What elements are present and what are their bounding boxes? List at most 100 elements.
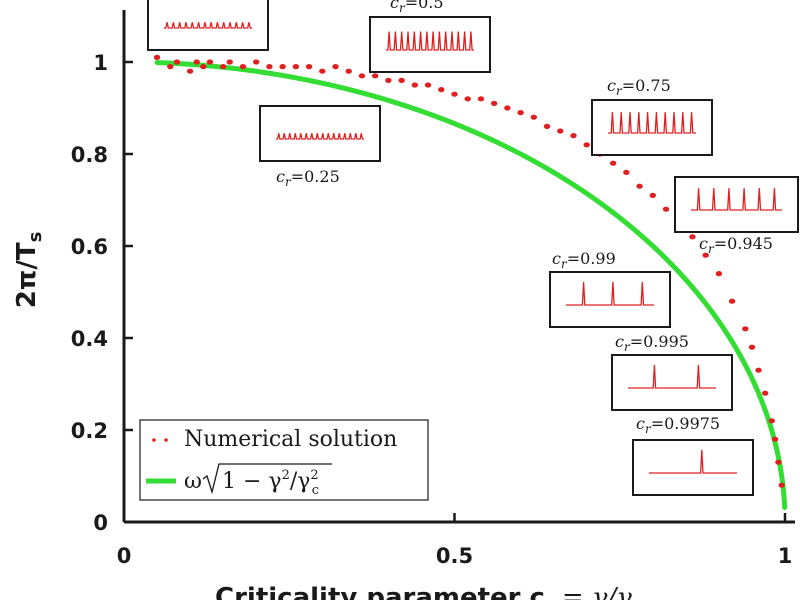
numerical-point: [636, 183, 643, 189]
numerical-point: [464, 96, 471, 102]
numerical-point: [200, 64, 207, 70]
numerical-point: [583, 142, 590, 148]
numerical-point: [775, 459, 782, 465]
inset-label: cr=0.995: [615, 332, 689, 354]
inset-plot: cr=0.75: [591, 76, 713, 156]
y-tick-label: 0: [93, 511, 108, 535]
inset-plot: [147, 0, 269, 51]
numerical-point: [167, 64, 174, 70]
numerical-point: [411, 82, 419, 88]
analytic-curve: [154, 60, 788, 510]
inset-plot: cr=0.99: [549, 249, 671, 328]
inset-frame: [259, 105, 381, 162]
axis-ticks: 0 0.2 0.4 0.6 0.8 1 0 0.5 1: [71, 51, 793, 568]
legend: Numerical solution ω 1 − γ2/γ2 c: [139, 419, 429, 501]
x-tick-label: 1: [778, 544, 793, 568]
numerical-point: [530, 114, 538, 120]
x-axis-label: Criticality parameter cr= γ/γc: [215, 583, 641, 600]
legend-label-analytic-radicand: 1 − γ2/γ2 c: [222, 468, 319, 498]
numerical-point: [219, 64, 227, 70]
x-tick-label: 0: [117, 544, 132, 568]
numerical-point: [253, 59, 260, 65]
numerical-point: [239, 64, 247, 70]
inset-trace: [628, 364, 716, 389]
numerical-point: [609, 160, 617, 166]
inset-frame: [611, 354, 733, 411]
numerical-point: [438, 87, 445, 93]
inset-trace: [608, 112, 696, 134]
inset-label: cr=0.5: [390, 0, 444, 15]
y-tick-label: 0.2: [71, 419, 108, 443]
y-tick-label: 0.8: [71, 143, 108, 167]
numerical-point: [504, 105, 511, 111]
numerical-point: [385, 77, 392, 83]
legend-label-analytic: ω: [184, 469, 202, 494]
inset-label: cr=0.25: [276, 167, 340, 189]
numerical-point: [193, 59, 200, 65]
numerical-point: [173, 59, 181, 65]
numerical-point: [424, 82, 432, 88]
numerical-point: [186, 68, 194, 74]
numerical-points-layer: [153, 54, 785, 488]
numerical-point: [451, 91, 458, 97]
inset-frame: [591, 99, 713, 156]
numerical-point: [319, 68, 326, 74]
numerical-point: [768, 418, 775, 424]
inset-frame: [674, 176, 799, 233]
inset-trace: [691, 188, 782, 211]
numerical-point: [623, 169, 630, 175]
legend-marker-numerical: [152, 438, 156, 442]
x-tick-label: 0.5: [436, 544, 473, 568]
numerical-point: [715, 271, 723, 277]
inset-label: cr=0.9975: [636, 414, 720, 436]
legend-box: [139, 419, 429, 501]
y-tick-label: 1: [93, 51, 108, 75]
inset-plot: cr=0.945: [674, 176, 799, 256]
numerical-point: [226, 59, 233, 65]
numerical-point: [332, 64, 339, 70]
numerical-point: [543, 123, 551, 129]
numerical-point: [398, 77, 405, 83]
inset-label: cr=0.945: [699, 234, 773, 256]
y-tick-label: 0.4: [71, 327, 108, 351]
numerical-point: [358, 73, 366, 79]
numerical-point: [771, 436, 779, 442]
numerical-point: [490, 100, 498, 106]
numerical-point: [477, 96, 485, 102]
inset-label: cr=0.75: [607, 76, 671, 98]
inset-label: cr=0.99: [552, 249, 616, 271]
numerical-point: [570, 133, 577, 139]
numerical-point: [742, 326, 749, 332]
y-axis-label: 2π/Ts: [12, 232, 46, 309]
numerical-point: [728, 298, 736, 304]
inset-frame: [549, 271, 671, 328]
numerical-point: [662, 206, 670, 212]
inset-layer: cr=0.5 cr=0.25 cr=0.75 cr=0.945 cr=0.99 cr=0.…: [147, 0, 799, 496]
inset-trace: [649, 449, 737, 474]
numerical-point: [748, 344, 756, 350]
numerical-point: [153, 54, 161, 61]
inset-plot: cr=0.995: [611, 332, 733, 411]
numerical-point: [649, 192, 656, 198]
inset-trace: [566, 281, 654, 306]
legend-label-numerical: Numerical solution: [184, 427, 397, 452]
numerical-point: [266, 64, 273, 70]
inset-trace: [386, 31, 474, 51]
legend-sqrt-sign: [202, 463, 332, 495]
numerical-point: [517, 110, 524, 116]
numerical-point: [206, 59, 214, 65]
legend-marker-numerical: [164, 438, 168, 442]
inset-trace: [164, 22, 252, 29]
numerical-point: [371, 73, 379, 79]
numerical-point: [305, 64, 313, 70]
numerical-point: [755, 367, 762, 373]
numerical-point: [279, 64, 286, 70]
numerical-point: [778, 482, 785, 488]
inset-plot: cr=0.25: [259, 105, 381, 189]
inset-plot: cr=0.5: [369, 0, 491, 73]
numerical-point: [557, 128, 564, 134]
analytic-curve-layer: [154, 60, 788, 510]
inset-plot: cr=0.9975: [632, 414, 754, 496]
numerical-point: [292, 64, 300, 70]
